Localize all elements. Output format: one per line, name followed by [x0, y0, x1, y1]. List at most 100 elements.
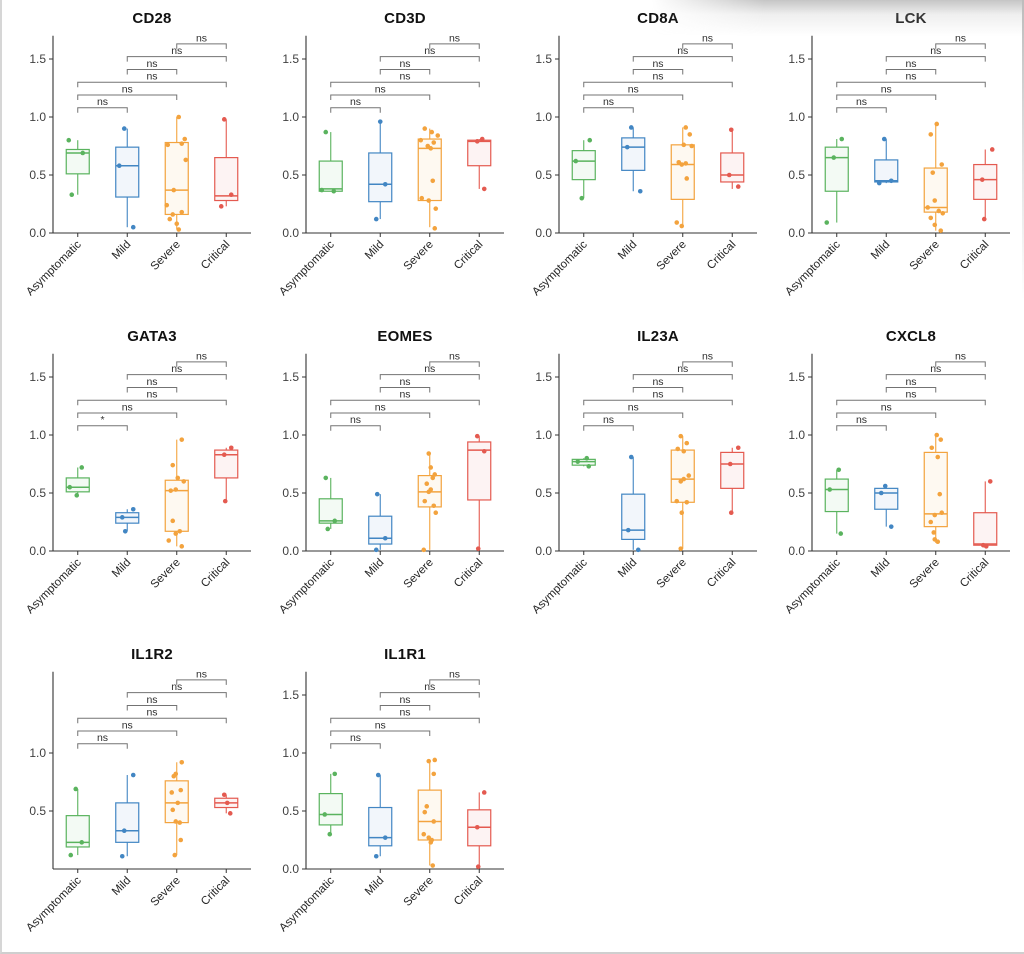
- boxplot-svg: 0.0 0.5 1.0 1.5 Asymptomatic Mild Severe Critic…: [24, 350, 251, 616]
- svg-text:ns: ns: [424, 363, 435, 375]
- svg-text:Critical: Critical: [452, 557, 485, 590]
- svg-text:ns: ns: [881, 401, 892, 413]
- panel-title: IL1R2: [131, 646, 173, 663]
- boxplot-svg: 0.0 0.5 1.0 1.5 Asymptomatic Mild Severe Critic…: [783, 32, 1010, 298]
- svg-text:0.5: 0.5: [29, 804, 46, 818]
- svg-text:ns: ns: [399, 707, 410, 719]
- svg-text:0.0: 0.0: [788, 544, 805, 558]
- svg-text:0.0: 0.0: [282, 862, 299, 876]
- svg-text:1.0: 1.0: [29, 746, 46, 760]
- svg-text:ns: ns: [652, 71, 663, 83]
- svg-text:1.5: 1.5: [788, 52, 805, 66]
- svg-text:Severe: Severe: [149, 239, 183, 273]
- svg-text:0.5: 0.5: [535, 168, 552, 182]
- svg-text:ns: ns: [677, 45, 688, 57]
- panel-il23a: IL23A 0.0 0.5 1.0 1.5 Asymptomatic Mild Severe…: [513, 326, 763, 624]
- svg-text:Asymptomatic: Asymptomatic: [277, 874, 337, 934]
- svg-text:ns: ns: [424, 45, 435, 57]
- svg-text:ns: ns: [196, 668, 207, 680]
- panel-eomes: EOMES 0.0 0.5 1.0 1.5 Asymptomatic Mild Severe…: [260, 326, 510, 624]
- svg-text:0.5: 0.5: [282, 486, 299, 500]
- panel-cd8a: CD8A 0.0 0.5 1.0 1.5 Asymptomatic Mild Severe C…: [513, 8, 763, 306]
- svg-text:ns: ns: [905, 389, 916, 401]
- boxplot-svg: 0.0 0.5 1.0 1.5 Asymptomatic Mild Severe Critic…: [24, 32, 251, 298]
- svg-text:ns: ns: [122, 401, 133, 413]
- svg-text:0.5: 0.5: [788, 168, 805, 182]
- boxplot-svg: 0.0 0.5 1.0 1.5 Asymptomatic Mild Severe Critic…: [783, 350, 1010, 616]
- svg-text:0.0: 0.0: [29, 544, 46, 558]
- svg-text:Mild: Mild: [110, 557, 133, 580]
- svg-text:ns: ns: [930, 45, 941, 57]
- svg-text:ns: ns: [930, 363, 941, 375]
- svg-text:1.5: 1.5: [29, 370, 46, 384]
- panel-title: CXCL8: [885, 328, 937, 345]
- svg-text:ns: ns: [905, 58, 916, 70]
- svg-text:Asymptomatic: Asymptomatic: [277, 556, 337, 616]
- svg-text:ns: ns: [955, 350, 966, 362]
- svg-text:Asymptomatic: Asymptomatic: [783, 556, 843, 616]
- svg-text:ns: ns: [399, 376, 410, 388]
- svg-text:Mild: Mild: [110, 239, 133, 262]
- svg-text:ns: ns: [449, 350, 460, 362]
- panel-cd3d: CD3D 0.0 0.5 1.0 1.5 Asymptomatic Mild Severe C…: [260, 8, 510, 306]
- svg-text:Severe: Severe: [149, 557, 183, 591]
- panel-title: CD28: [132, 10, 172, 27]
- svg-text:Severe: Severe: [402, 875, 436, 909]
- svg-text:0.5: 0.5: [535, 486, 552, 500]
- panel-il1r1: IL1R1 0.0 0.5 1.0 1.5 Asymptomatic Mild Severe…: [260, 644, 510, 942]
- svg-text:1.0: 1.0: [535, 428, 552, 442]
- panel-title: CD3D: [384, 10, 426, 27]
- svg-text:ns: ns: [375, 401, 386, 413]
- svg-text:ns: ns: [856, 96, 867, 108]
- svg-text:1.0: 1.0: [788, 428, 805, 442]
- boxplot-svg: 0.0 0.5 1.0 1.5 Asymptomatic Mild Severe Critic…: [277, 668, 504, 934]
- svg-text:Critical: Critical: [452, 239, 485, 272]
- svg-text:ns: ns: [424, 681, 435, 693]
- svg-text:1.5: 1.5: [282, 688, 299, 702]
- svg-text:1.5: 1.5: [535, 52, 552, 66]
- svg-text:ns: ns: [375, 83, 386, 95]
- svg-text:0.0: 0.0: [29, 226, 46, 240]
- svg-text:1.0: 1.0: [282, 110, 299, 124]
- svg-text:Critical: Critical: [199, 239, 232, 272]
- svg-text:Severe: Severe: [908, 557, 942, 591]
- svg-text:0.5: 0.5: [29, 168, 46, 182]
- svg-text:ns: ns: [628, 83, 639, 95]
- boxplot-svg: 0.0 0.5 1.0 1.5 Asymptomatic Mild Severe Critic…: [277, 350, 504, 616]
- boxplot-svg: 0.0 0.5 1.0 1.5 Asymptomatic Mild Severe Critic…: [277, 32, 504, 298]
- panel-cxcl8: CXCL8 0.0 0.5 1.0 1.5 Asymptomatic Mild Severe…: [766, 326, 1016, 624]
- svg-text:0.0: 0.0: [788, 226, 805, 240]
- svg-text:Asymptomatic: Asymptomatic: [277, 238, 337, 298]
- svg-text:1.5: 1.5: [535, 370, 552, 384]
- svg-text:ns: ns: [449, 32, 460, 44]
- svg-text:0.0: 0.0: [282, 544, 299, 558]
- svg-text:Critical: Critical: [199, 557, 232, 590]
- svg-text:ns: ns: [146, 389, 157, 401]
- svg-text:ns: ns: [652, 389, 663, 401]
- svg-text:ns: ns: [375, 719, 386, 731]
- svg-text:ns: ns: [652, 58, 663, 70]
- svg-text:ns: ns: [146, 71, 157, 83]
- svg-text:ns: ns: [399, 694, 410, 706]
- svg-text:ns: ns: [702, 32, 713, 44]
- svg-text:1.0: 1.0: [282, 428, 299, 442]
- svg-text:1.0: 1.0: [29, 110, 46, 124]
- svg-text:Asymptomatic: Asymptomatic: [783, 238, 843, 298]
- svg-text:Critical: Critical: [958, 557, 991, 590]
- svg-text:ns: ns: [350, 96, 361, 108]
- panel-title: CD8A: [637, 10, 679, 27]
- svg-text:1.5: 1.5: [788, 370, 805, 384]
- svg-text:1.0: 1.0: [29, 428, 46, 442]
- svg-text:Asymptomatic: Asymptomatic: [530, 556, 590, 616]
- svg-text:0.5: 0.5: [282, 168, 299, 182]
- svg-text:Mild: Mild: [616, 239, 639, 262]
- svg-text:ns: ns: [146, 376, 157, 388]
- svg-text:1.0: 1.0: [535, 110, 552, 124]
- svg-text:ns: ns: [97, 732, 108, 744]
- panel-lck: LCK 0.0 0.5 1.0 1.5 Asymptomatic Mild Severe Cr…: [766, 8, 1016, 306]
- svg-text:Asymptomatic: Asymptomatic: [530, 238, 590, 298]
- svg-text:Severe: Severe: [655, 557, 689, 591]
- panel-title: LCK: [895, 10, 927, 27]
- svg-text:Mild: Mild: [869, 239, 892, 262]
